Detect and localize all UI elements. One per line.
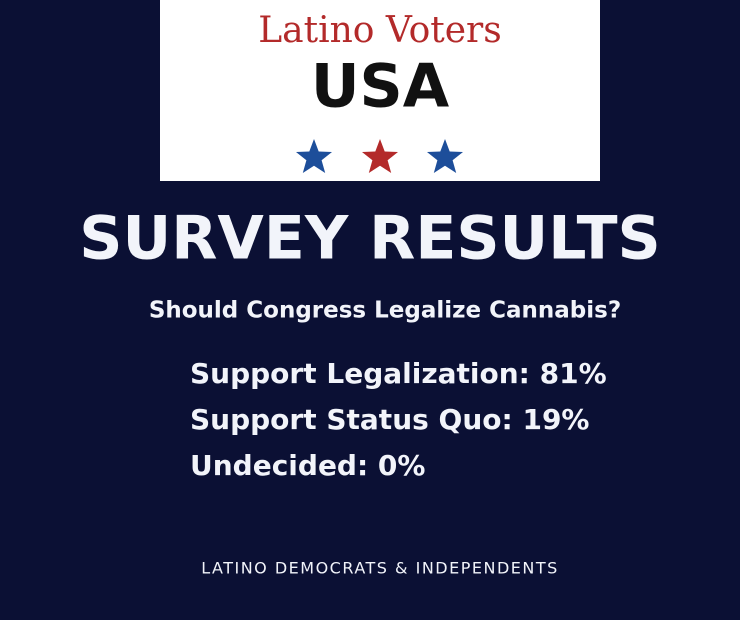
title: SURVEY RESULTS	[79, 204, 660, 274]
logo-line1: Latino Voters	[258, 10, 501, 51]
logo-line2: USA	[311, 52, 450, 122]
result: Support Legalization: 81%	[190, 357, 607, 390]
question: Should Congress Legalize Cannabis?	[149, 298, 621, 324]
star	[427, 139, 463, 173]
star	[296, 139, 332, 173]
result: Support Status Quo: 19%	[190, 403, 589, 436]
star	[362, 139, 398, 173]
footer: LATINO DEMOCRATS & INDEPENDENTS	[201, 559, 559, 578]
result: Undecided: 0%	[190, 449, 425, 482]
